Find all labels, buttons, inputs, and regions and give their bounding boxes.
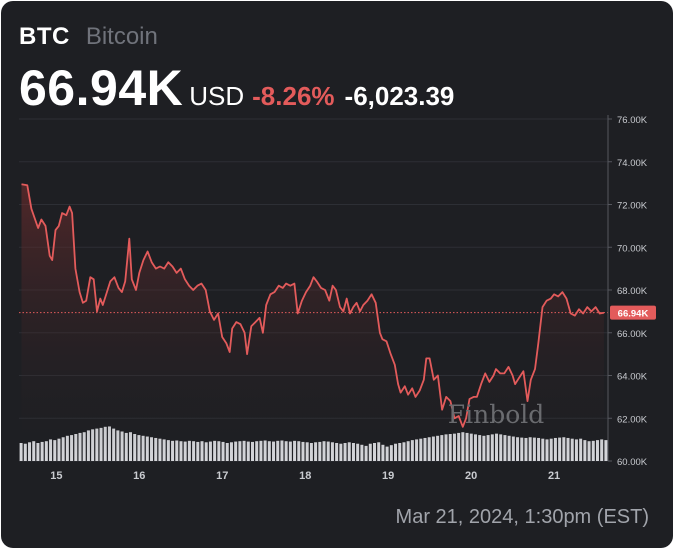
price-tag-label: 66.94K: [618, 309, 649, 320]
x-tick-label: 20: [465, 470, 477, 482]
asset-header: BTC Bitcoin: [19, 23, 158, 53]
y-tick-label: 70.00K: [617, 243, 648, 254]
y-tick-label: 66.00K: [617, 329, 648, 340]
x-tick-label: 18: [299, 470, 311, 482]
y-tick-label: 62.00K: [617, 414, 648, 425]
asset-symbol: BTC: [19, 23, 70, 50]
current-price-tag: 66.94K: [610, 305, 656, 320]
timestamp: Mar 21, 2024, 1:30pm (EST): [395, 506, 649, 528]
asset-name: Bitcoin: [85, 23, 158, 50]
current-price: 66.94K: [19, 60, 184, 116]
y-tick-label: 74.00K: [617, 158, 648, 169]
price-line: [21, 183, 605, 428]
x-tick-label: 21: [548, 470, 560, 482]
x-tick-label: 15: [50, 470, 62, 482]
price-currency: USD: [189, 81, 245, 111]
y-axis: 76.00K 74.00K 72.00K 70.00K 68.00K 66.00K 64.0…: [607, 115, 648, 468]
change-absolute: -6,023.39: [344, 81, 455, 111]
volume-bar: [19, 443, 23, 461]
volume-bar: [604, 440, 608, 461]
x-axis: 15 16 17 18 19 20 21: [50, 470, 560, 482]
price-area-fill: [21, 184, 604, 461]
watermark: Finbold: [448, 400, 545, 429]
y-tick-label: 64.00K: [617, 372, 648, 383]
price-area: [21, 184, 604, 461]
x-tick-label: 17: [216, 470, 228, 482]
price-line-group: [19, 183, 608, 428]
price-tag-background: [610, 305, 656, 320]
y-tick-label: 76.00K: [617, 115, 648, 126]
x-tick-label: 16: [133, 470, 145, 482]
change-percent: -8.26%: [252, 81, 335, 111]
y-tick-label: 60.00K: [617, 457, 648, 468]
x-tick-label: 19: [382, 470, 394, 482]
price-header: 66.94K USD -8.26% -6,023.39: [19, 59, 454, 117]
y-tick-label: 72.00K: [617, 201, 648, 212]
y-tick-label: 68.00K: [617, 286, 648, 297]
